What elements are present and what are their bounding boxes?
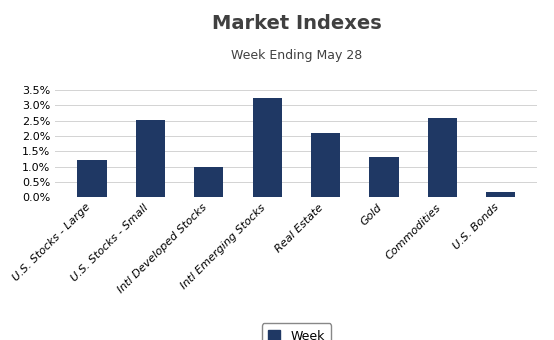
Text: Week Ending May 28: Week Ending May 28 — [231, 49, 362, 62]
Bar — [194, 167, 223, 197]
Bar — [311, 133, 340, 197]
Bar — [78, 160, 106, 197]
Bar — [370, 156, 399, 197]
Legend: Week: Week — [261, 323, 331, 340]
Bar — [253, 98, 282, 197]
Text: Market Indexes: Market Indexes — [212, 14, 381, 33]
Bar — [428, 118, 457, 197]
Bar — [486, 192, 515, 197]
Bar — [136, 120, 165, 197]
